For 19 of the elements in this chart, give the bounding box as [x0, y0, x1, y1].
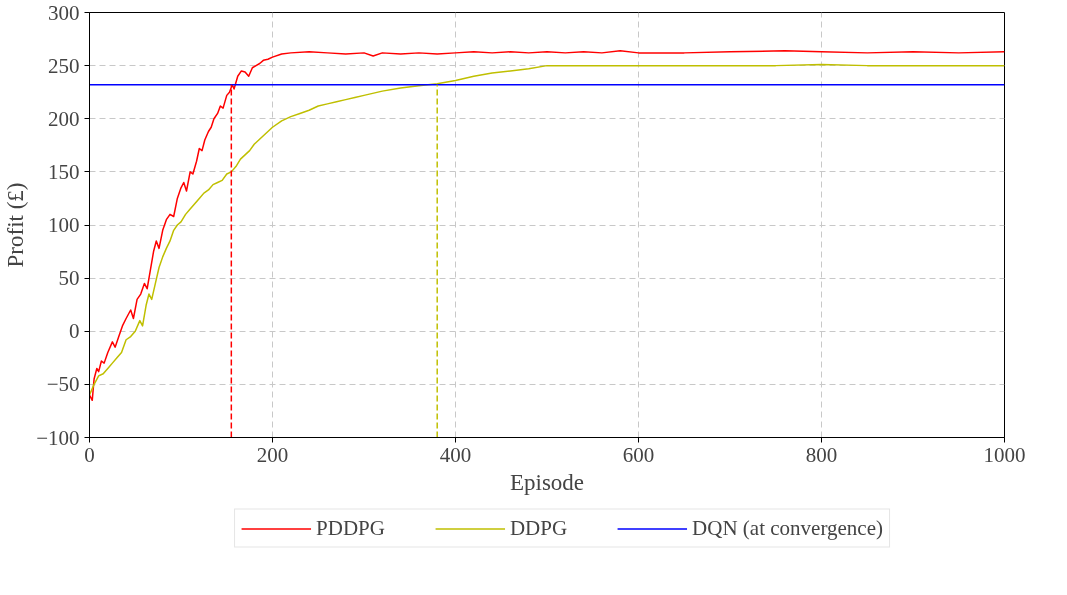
x-axis-title: Episode [509, 469, 585, 495]
y-tick-label: −50 [46, 372, 80, 397]
y-tick-label: 150 [48, 159, 80, 184]
legend-label: DDPG [509, 515, 568, 541]
x-tick-label: 600 [622, 442, 655, 467]
x-tick-label: 200 [256, 442, 289, 467]
legend-label: PDDPG [316, 515, 385, 541]
y-tick-label: 200 [48, 106, 80, 131]
x-tick-label: 1000 [983, 442, 1026, 467]
y-tick-label: 0 [69, 319, 80, 344]
y-tick-label: 250 [48, 53, 80, 78]
legend-label: DQN (at convergence) [692, 515, 883, 541]
y-tick-label: 300 [48, 0, 80, 25]
y-axis-title: Profit (£) [3, 182, 29, 268]
x-tick-label: 400 [439, 442, 472, 467]
x-tick-label: 800 [805, 442, 838, 467]
y-tick-label: −100 [36, 425, 80, 450]
y-tick-label: 50 [58, 266, 80, 291]
y-tick-label: 100 [48, 213, 80, 237]
